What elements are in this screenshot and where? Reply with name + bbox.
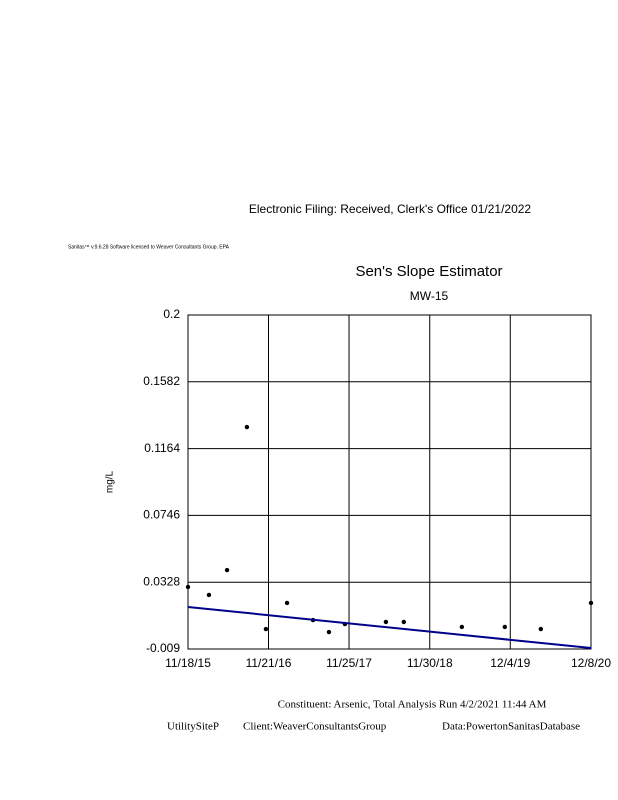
x-tick-label: 12/8/20 xyxy=(571,656,611,670)
x-tick-label: 12/4/19 xyxy=(490,656,530,670)
x-tick-label: 11/30/18 xyxy=(407,656,453,670)
data-point xyxy=(588,600,594,606)
data-point xyxy=(284,600,290,606)
data-point xyxy=(206,592,212,598)
footer-client: Client:WeaverConsultantsGroup xyxy=(243,721,387,733)
y-tick-label: 0.1582 xyxy=(143,374,180,388)
data-point xyxy=(326,629,332,635)
footer-constituent: Constituent: Arsenic, Total Analysis Run… xyxy=(278,699,547,711)
data-point xyxy=(244,424,250,430)
data-point xyxy=(263,626,269,632)
data-point xyxy=(224,567,230,573)
data-point xyxy=(502,624,508,630)
filing-stamp: Electronic Filing: Received, Clerk's Off… xyxy=(249,202,532,216)
footer-site: UtilitySiteP xyxy=(167,721,219,733)
footer-data: Data:PowertonSanitasDatabase xyxy=(442,721,580,733)
data-point xyxy=(459,624,465,630)
y-axis-label: mg/L xyxy=(105,470,116,493)
chart-title: Sen's Slope Estimator xyxy=(355,263,502,280)
data-point xyxy=(383,619,389,625)
y-tick-label: 0.2 xyxy=(163,307,180,321)
x-tick-label: 11/21/16 xyxy=(246,656,292,670)
data-point xyxy=(538,626,544,632)
software-note: Sanitas™ v.9.6.28 Software licensed to W… xyxy=(68,244,230,250)
data-point xyxy=(185,584,191,590)
trend-line xyxy=(187,605,592,650)
y-tick-label: -0.009 xyxy=(146,641,180,655)
y-tick-label: 0.0746 xyxy=(143,508,180,522)
plot-frame xyxy=(187,314,592,650)
y-tick-label: 0.1164 xyxy=(144,441,180,455)
y-tick-label: 0.0328 xyxy=(143,574,180,588)
x-tick-label: 11/25/17 xyxy=(326,656,372,670)
data-point xyxy=(401,619,406,625)
x-tick-label: 11/18/15 xyxy=(165,656,211,670)
chart-subtitle: MW-15 xyxy=(410,289,449,303)
